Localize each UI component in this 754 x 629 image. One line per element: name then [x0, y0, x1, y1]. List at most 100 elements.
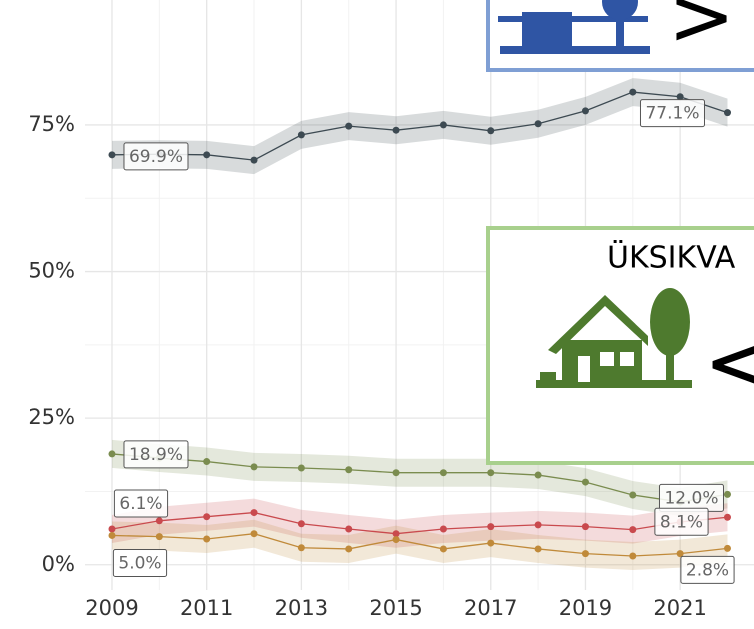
value-label: 5.0%: [112, 548, 168, 577]
value-label-text: 77.1%: [645, 104, 699, 124]
value-label-text: 6.1%: [119, 494, 162, 514]
line: [111, 511, 728, 535]
point: [203, 458, 211, 466]
point: [487, 469, 495, 477]
overlay-title: ÜKSIKVA: [607, 240, 736, 276]
ribbon: [111, 498, 728, 548]
point: [487, 539, 495, 547]
point: [297, 544, 305, 552]
x-tick-label: 2009: [85, 596, 138, 620]
x-tick-label: 2021: [653, 596, 706, 620]
point: [392, 469, 400, 477]
ribbon: [111, 439, 728, 517]
value-label-text: 8.1%: [660, 512, 703, 532]
point: [534, 120, 542, 128]
point: [629, 526, 637, 534]
point: [534, 545, 542, 553]
value-label: 6.1%: [113, 489, 169, 518]
value-label: 18.9%: [123, 440, 189, 469]
point: [108, 525, 116, 533]
point: [676, 93, 684, 101]
point: [723, 544, 731, 552]
y-tick-label: 0%: [42, 552, 75, 576]
point: [108, 531, 116, 539]
point: [439, 525, 447, 533]
value-label-box: [113, 489, 169, 518]
value-label: 8.1%: [654, 507, 709, 536]
point: [203, 513, 211, 521]
point: [581, 478, 589, 486]
value-label: 12.0%: [658, 483, 724, 512]
overlay-top: >: [486, 0, 754, 72]
point: [676, 550, 684, 558]
x-tick-label: 2019: [559, 596, 612, 620]
point: [581, 107, 589, 115]
point: [392, 126, 400, 134]
point: [487, 127, 495, 135]
x-tick-label: 2013: [275, 596, 328, 620]
point: [250, 463, 258, 471]
point: [723, 490, 731, 498]
ribbon: [111, 78, 728, 175]
value-label-box: [639, 99, 705, 128]
point: [155, 517, 163, 525]
line: [111, 453, 728, 503]
x-tick-label: 2011: [180, 596, 233, 620]
value-label-box: [112, 548, 168, 577]
line: [111, 533, 728, 557]
point: [534, 471, 542, 479]
point: [155, 533, 163, 541]
value-label: 69.9%: [123, 142, 189, 171]
point: [723, 513, 731, 521]
point: [250, 530, 258, 538]
overlay-symbol: <: [703, 310, 754, 415]
point: [439, 545, 447, 553]
value-label-box: [680, 555, 735, 584]
x-tick-label: 2017: [464, 596, 517, 620]
point: [534, 521, 542, 529]
point: [345, 525, 353, 533]
point: [487, 523, 495, 531]
point: [297, 131, 305, 139]
point: [345, 466, 353, 474]
line: [111, 91, 728, 161]
value-label: 2.8%: [680, 555, 735, 584]
value-label-text: 18.9%: [129, 445, 183, 465]
point: [250, 509, 258, 517]
point: [581, 550, 589, 558]
point: [203, 535, 211, 543]
point: [439, 121, 447, 129]
value-label-text: 12.0%: [664, 488, 718, 508]
value-label-text: 5.0%: [118, 553, 161, 573]
point: [345, 545, 353, 553]
point: [629, 491, 637, 499]
point: [250, 156, 258, 164]
point: [297, 520, 305, 528]
point: [439, 469, 447, 477]
x-tick-label: 2015: [369, 596, 422, 620]
point: [629, 552, 637, 560]
point: [203, 151, 211, 159]
value-label-text: 69.9%: [129, 147, 183, 167]
y-tick-label: 50%: [28, 259, 75, 283]
y-tick-label: 75%: [28, 112, 75, 136]
value-label-box: [654, 507, 709, 536]
value-label-box: [123, 142, 189, 171]
point: [108, 151, 116, 159]
point: [581, 523, 589, 531]
value-label-text: 2.8%: [686, 560, 729, 580]
point: [392, 530, 400, 538]
overlay-symbol: >: [668, 0, 735, 63]
y-tick-label: 25%: [28, 405, 75, 429]
value-label-box: [123, 440, 189, 469]
point: [629, 88, 637, 96]
value-label: 77.1%: [639, 99, 705, 128]
house-icon: [498, 0, 650, 54]
point: [108, 450, 116, 458]
point: [392, 536, 400, 544]
point: [297, 464, 305, 472]
point: [345, 122, 353, 130]
overlay-mid: ÜKSIKVA <: [486, 226, 754, 465]
